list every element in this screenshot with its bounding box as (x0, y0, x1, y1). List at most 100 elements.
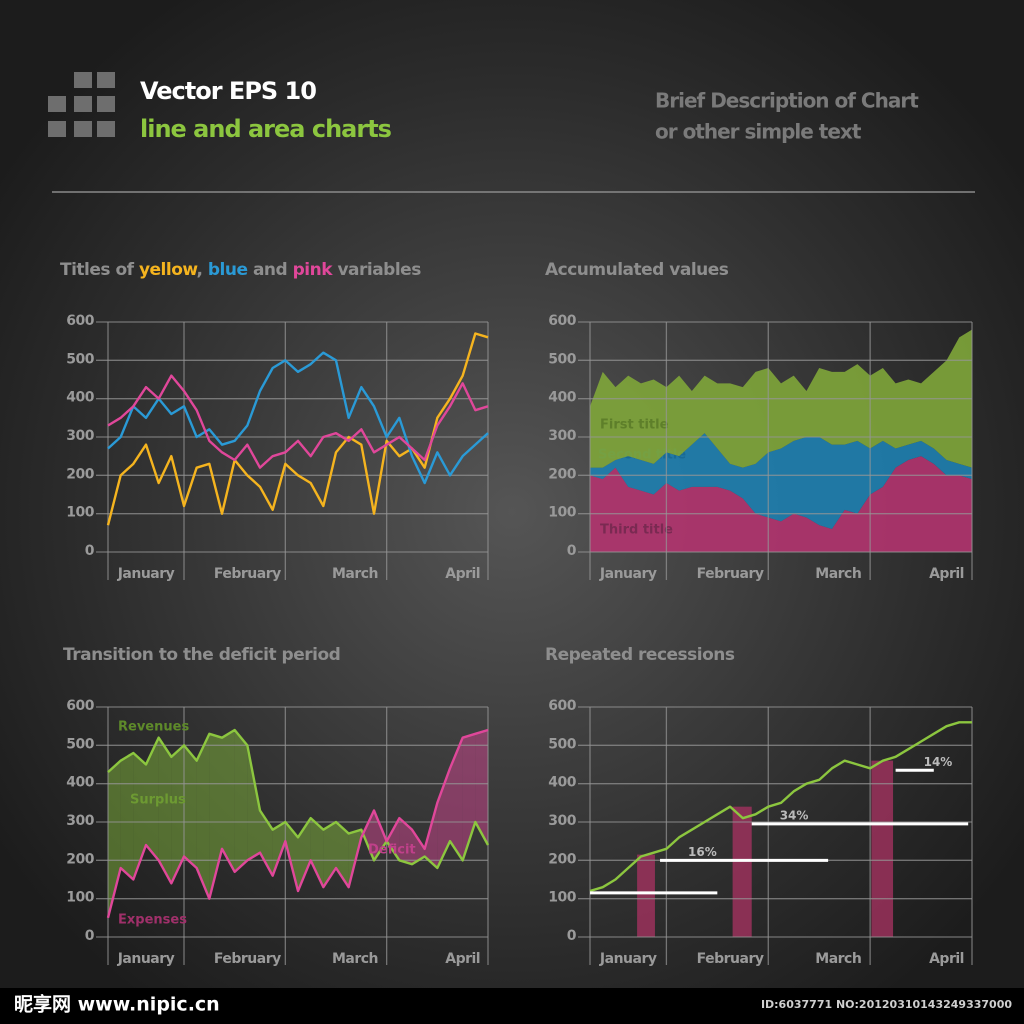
title-part: and (248, 260, 293, 280)
y-tick-label: 600 (66, 313, 94, 329)
description: or other simple text (655, 120, 862, 144)
y-tick-label: 600 (66, 698, 94, 714)
surplus-fill (298, 818, 311, 891)
y-tick-label: 0 (567, 928, 577, 944)
surplus-fill (234, 730, 248, 872)
area-segment (590, 456, 972, 552)
series-label: Third title (600, 523, 673, 538)
x-tick-label: January (599, 566, 657, 582)
line-series (107, 728, 490, 870)
x-tick-label: April (929, 951, 964, 967)
y-tick-label: 600 (548, 698, 576, 714)
surplus-fill (310, 818, 324, 888)
surplus-fill (247, 745, 260, 861)
recession-bar (871, 760, 894, 937)
recession-bar (732, 806, 752, 937)
deficit-fill (437, 768, 450, 868)
y-tick-label: 200 (548, 466, 576, 482)
title-part: variables (332, 260, 421, 280)
deficit-fill (374, 810, 387, 861)
y-tick-label: 300 (66, 813, 94, 829)
deficit-fill (386, 818, 400, 861)
x-tick-label: March (815, 566, 861, 582)
description: Brief Description of Chart (655, 89, 919, 113)
series-label: First title (600, 418, 669, 433)
y-tick-label: 400 (66, 775, 94, 791)
recession-bar (637, 854, 655, 937)
y-tick-label: 0 (567, 543, 577, 559)
x-tick-label: March (332, 566, 378, 582)
chart-title: Transition to the deficit period (63, 645, 340, 665)
x-tick-label: February (214, 566, 281, 582)
surplus-fill (184, 745, 197, 868)
y-tick-label: 300 (548, 813, 576, 829)
y-tick-label: 100 (66, 505, 94, 521)
deficit-fill (475, 730, 488, 845)
chart-title: Titles of yellow, blue and pink variable… (60, 260, 421, 280)
line-series (107, 351, 489, 485)
deficit-fill (412, 829, 425, 865)
x-tick-label: April (929, 566, 964, 582)
line-series (107, 374, 489, 469)
title-part: blue (208, 260, 248, 280)
x-tick-label: January (117, 951, 175, 967)
chart-title: Repeated recessions (545, 645, 735, 665)
title-part: yellow (139, 260, 198, 280)
y-tick-label: 100 (548, 890, 576, 906)
x-tick-label: January (599, 951, 657, 967)
y-tick-label: 400 (548, 775, 576, 791)
level-label: 16% (688, 845, 717, 859)
x-tick-label: March (332, 951, 378, 967)
title-part: , (197, 260, 208, 280)
surplus-fill (196, 733, 210, 899)
chart-title: Accumulated values (545, 260, 729, 280)
y-tick-label: 400 (66, 390, 94, 406)
y-tick-label: 0 (85, 543, 95, 559)
level-label: 34% (780, 808, 809, 822)
y-tick-label: 300 (66, 428, 94, 444)
surplus-fill (158, 737, 172, 884)
x-tick-label: February (214, 951, 281, 967)
watermark: 昵享网 www.nipic.cn (14, 993, 220, 1016)
surplus-fill (272, 822, 286, 876)
area-segment (590, 433, 972, 529)
y-tick-label: 500 (548, 736, 576, 752)
header-title: Vector EPS 10 (140, 77, 316, 105)
y-tick-label: 400 (548, 390, 576, 406)
surplus-fill (133, 753, 146, 880)
y-tick-label: 300 (548, 428, 576, 444)
x-tick-label: April (445, 566, 480, 582)
deficit-fill (399, 818, 412, 865)
logo-icon (48, 72, 115, 137)
deficit-fill (363, 810, 374, 861)
x-tick-label: January (117, 566, 175, 582)
y-tick-label: 200 (66, 851, 94, 867)
surplus-fill (120, 753, 134, 880)
x-tick-label: February (697, 566, 764, 582)
header-subtitle: line and area charts (140, 115, 392, 143)
y-tick-label: 0 (85, 928, 95, 944)
y-tick-label: 500 (66, 736, 94, 752)
y-tick-label: 600 (548, 313, 576, 329)
title-part: pink (293, 260, 334, 280)
surplus-fill (222, 730, 235, 872)
region-label: Deficit (368, 843, 416, 858)
y-tick-label: 200 (548, 851, 576, 867)
y-tick-label: 500 (548, 351, 576, 367)
y-tick-label: 500 (66, 351, 94, 367)
y-tick-label: 100 (548, 505, 576, 521)
image-id: ID:6037771 NO:20120310143249337000 (761, 998, 1012, 1011)
deficit-fill (424, 802, 438, 868)
line-series (106, 332, 489, 526)
surplus-fill (146, 737, 159, 861)
footer-band (0, 988, 1024, 1024)
x-tick-label: February (697, 951, 764, 967)
title-part: Titles of (60, 260, 139, 280)
region-label: Surplus (130, 793, 186, 808)
y-tick-label: 100 (66, 890, 94, 906)
level-label: 14% (924, 755, 953, 769)
x-tick-label: March (815, 951, 861, 967)
x-tick-label: April (445, 951, 480, 967)
line-series (106, 728, 489, 919)
